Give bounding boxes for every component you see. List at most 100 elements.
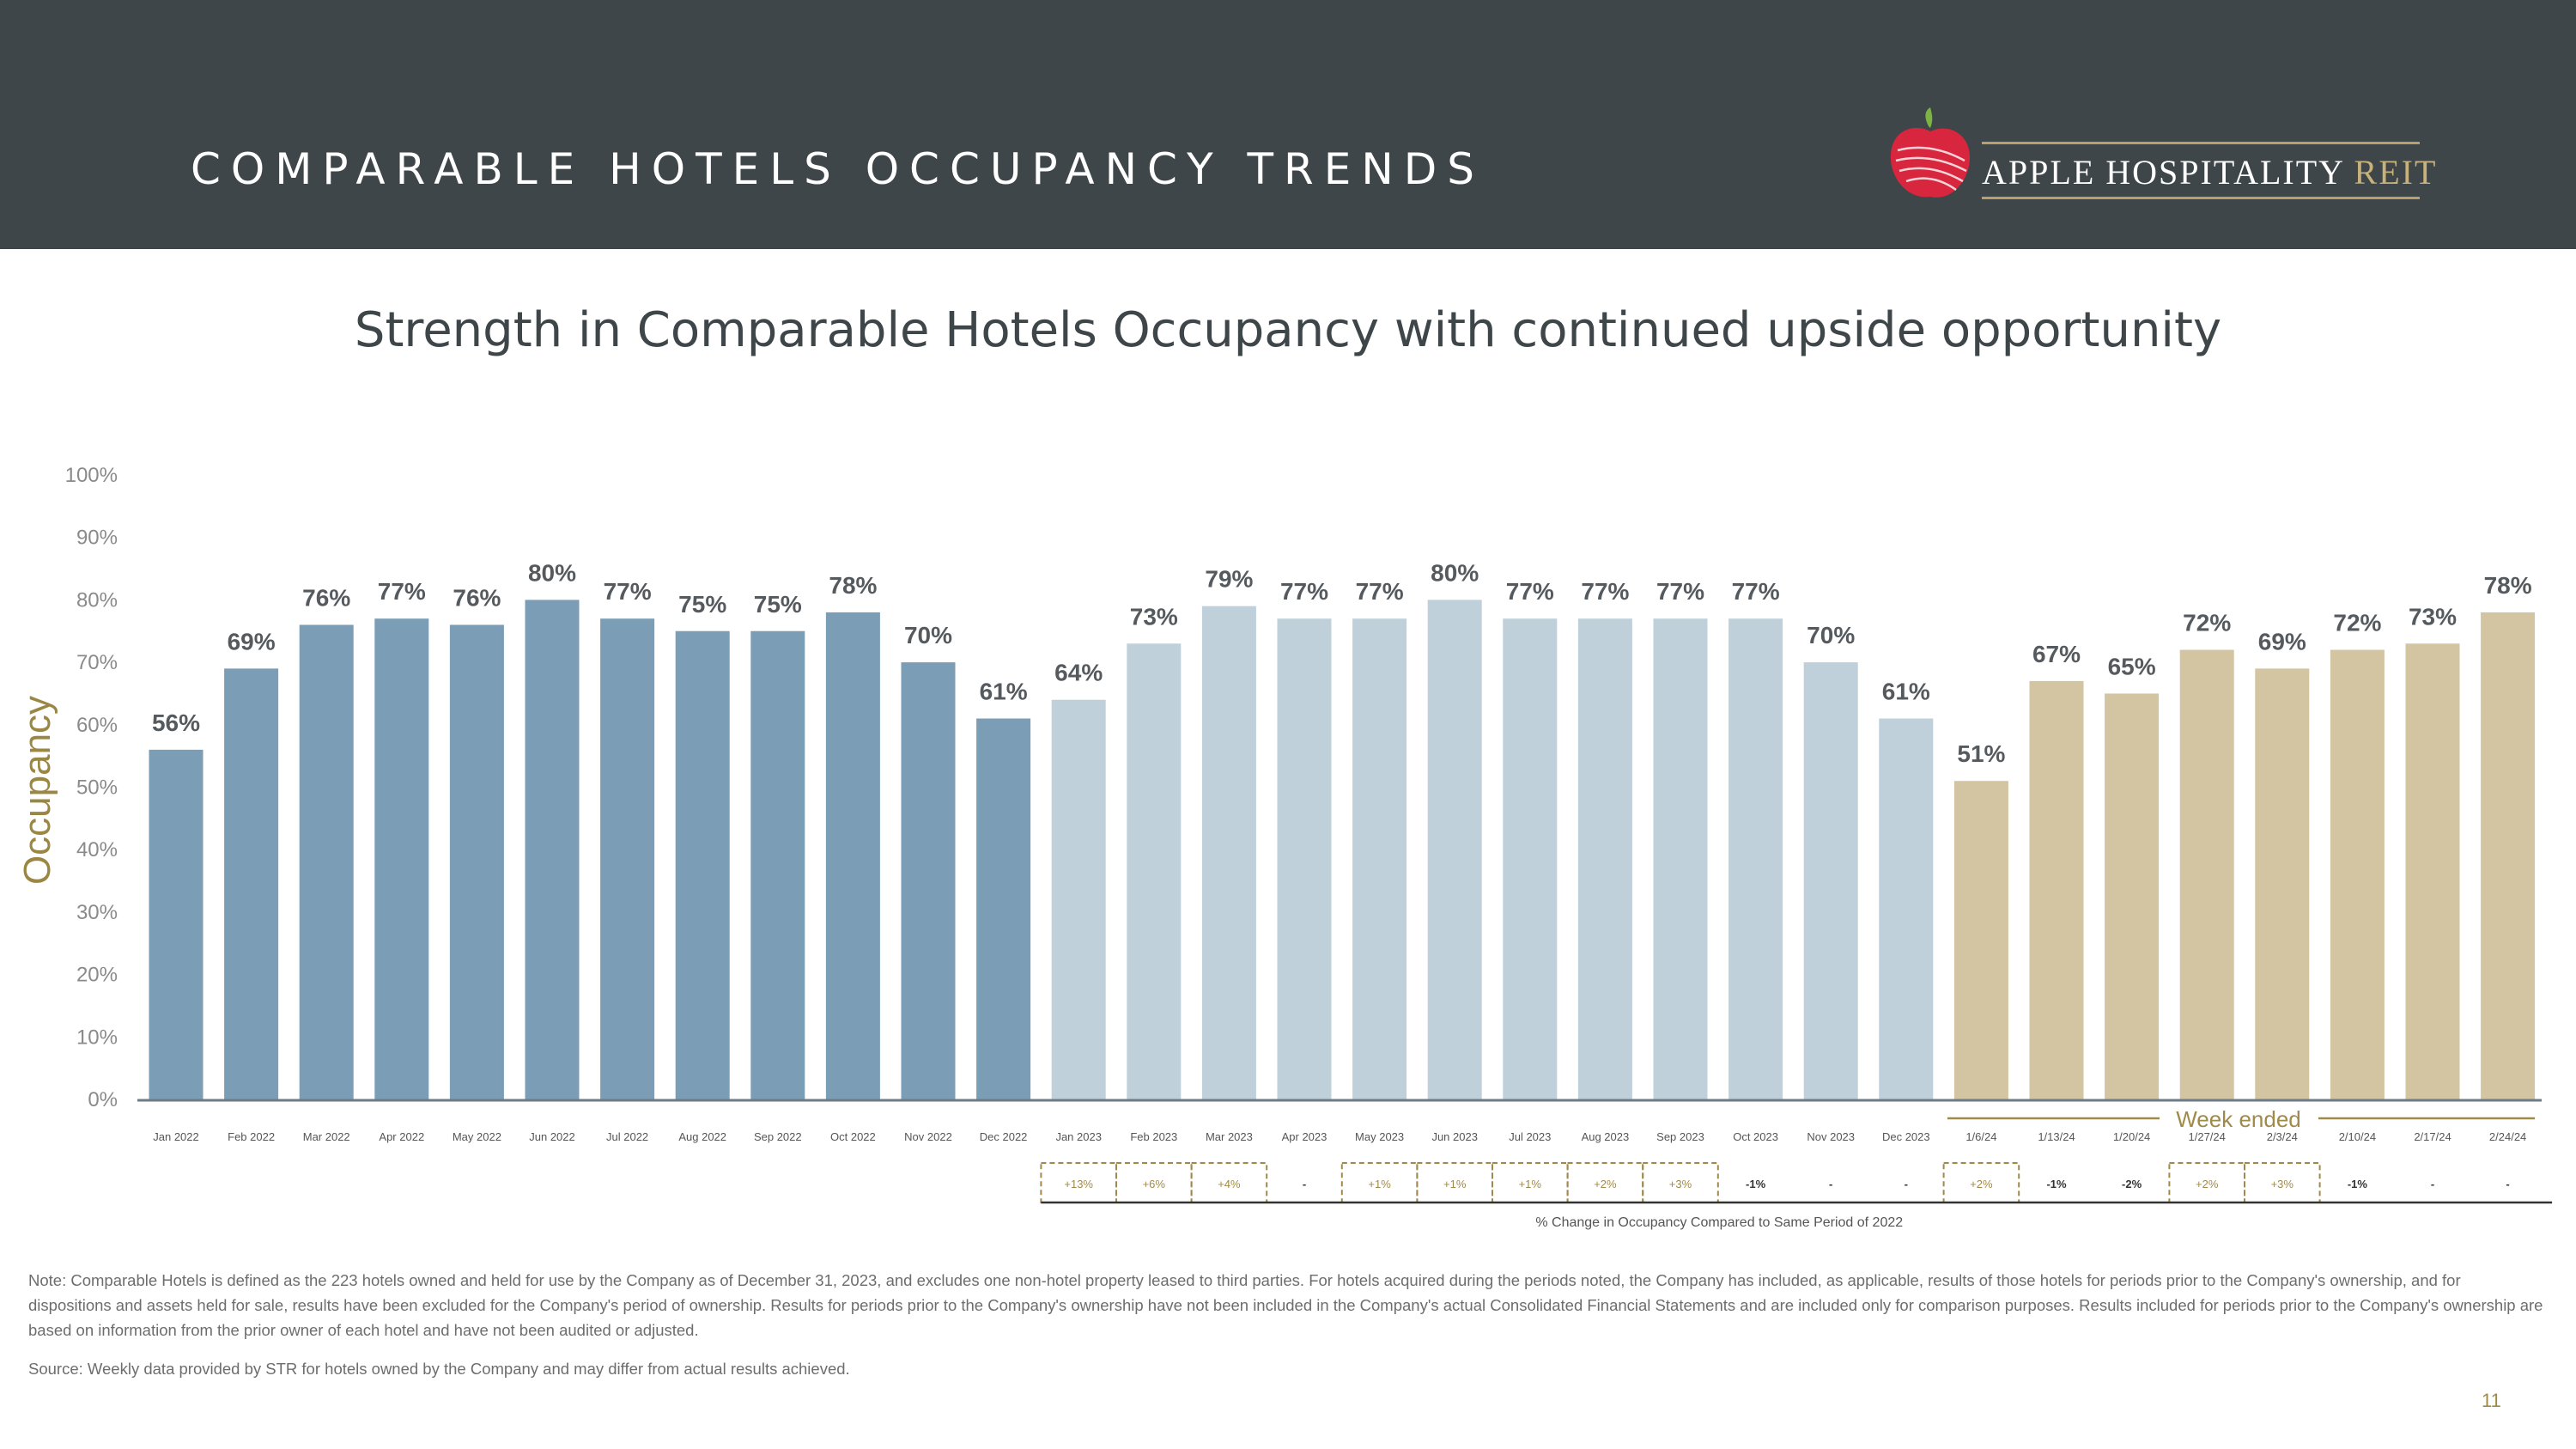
- x-tick-label: Nov 2023: [1807, 1130, 1855, 1143]
- bar: [2405, 643, 2460, 1099]
- bar: [1051, 699, 1106, 1099]
- y-tick-label: 0%: [88, 1088, 118, 1111]
- bar-value-label: 76%: [302, 584, 350, 611]
- y-tick-label: 20%: [76, 964, 118, 987]
- page-title: COMPARABLE HOTELS OCCUPANCY TRENDS: [191, 144, 1485, 194]
- change-value: -2%: [2122, 1178, 2142, 1190]
- x-tick-label: Aug 2023: [1582, 1130, 1630, 1143]
- bar: [901, 662, 956, 1099]
- change-value: +3%: [2271, 1178, 2294, 1190]
- x-tick-label: 1/20/24: [2113, 1130, 2150, 1143]
- x-tick-label: May 2022: [453, 1130, 501, 1143]
- change-value: +1%: [1368, 1178, 1391, 1190]
- bar: [449, 624, 504, 1099]
- x-tick-label: 2/10/24: [2339, 1130, 2376, 1143]
- bar-value-label: 61%: [980, 679, 1028, 705]
- change-value: +4%: [1218, 1178, 1241, 1190]
- x-tick-label: Jan 2022: [153, 1130, 199, 1143]
- bar-value-label: 73%: [1130, 603, 1178, 630]
- change-value: -: [2506, 1178, 2509, 1190]
- chart-title: Strength in Comparable Hotels Occupancy …: [354, 302, 2222, 358]
- y-axis-label: Occupancy: [16, 696, 58, 885]
- x-tick-label: Mar 2023: [1206, 1130, 1253, 1143]
- change-value: +3%: [1669, 1178, 1692, 1190]
- bar-value-label: 75%: [754, 591, 802, 618]
- change-value: +2%: [1970, 1178, 1993, 1190]
- x-tick-label: Sep 2023: [1656, 1130, 1704, 1143]
- change-box: [1190, 1162, 1268, 1203]
- bar: [525, 600, 580, 1099]
- bar: [374, 618, 429, 1099]
- bar-value-label: 77%: [1581, 578, 1629, 605]
- x-tick-label: Feb 2022: [228, 1130, 275, 1143]
- bar: [1503, 618, 1558, 1099]
- bar-value-label: 56%: [152, 709, 200, 736]
- change-value: -1%: [2046, 1178, 2067, 1190]
- x-tick-label: 1/13/24: [2038, 1130, 2075, 1143]
- bar-value-label: 72%: [2183, 610, 2231, 636]
- header-bar: COMPARABLE HOTELS OCCUPANCY TRENDS APPLE…: [0, 0, 2576, 249]
- x-tick-label: Sep 2022: [754, 1130, 802, 1143]
- bar: [2330, 649, 2385, 1099]
- bar: [2481, 612, 2536, 1099]
- week-ended-label: Week ended: [2176, 1106, 2301, 1132]
- x-tick-label: 2/3/24: [2267, 1130, 2298, 1143]
- bar-value-label: 77%: [604, 578, 652, 605]
- change-box: [1642, 1162, 1719, 1203]
- bar: [1127, 643, 1182, 1099]
- bar: [1427, 600, 1482, 1099]
- y-tick-label: 80%: [76, 588, 118, 612]
- bar-value-label: 77%: [1506, 578, 1554, 605]
- y-tick-label: 40%: [76, 838, 118, 861]
- bar-value-label: 77%: [378, 578, 426, 605]
- x-tick-label: Oct 2022: [830, 1130, 876, 1143]
- bar-value-label: 80%: [528, 559, 576, 586]
- bar-value-label: 75%: [678, 591, 726, 618]
- bar: [2179, 649, 2234, 1099]
- bar: [1803, 662, 1858, 1099]
- x-tick-label: Dec 2022: [980, 1130, 1028, 1143]
- x-tick-label: Jan 2023: [1055, 1130, 1102, 1143]
- change-box: [2244, 1162, 2321, 1203]
- bar-value-label: 80%: [1431, 559, 1479, 586]
- bar: [1879, 718, 1934, 1099]
- page-number: 11: [2482, 1390, 2501, 1411]
- logo-text: APPLE HOSPITALITY REIT: [1982, 153, 2438, 192]
- x-tick-label: Jun 2023: [1431, 1130, 1478, 1143]
- bar: [149, 749, 204, 1099]
- bar-value-label: 61%: [1882, 679, 1930, 705]
- bar: [2029, 680, 2084, 1099]
- bar: [1653, 618, 1708, 1099]
- bar-value-label: 76%: [453, 584, 501, 611]
- bar-value-label: 77%: [1356, 578, 1404, 605]
- change-value: +1%: [1519, 1178, 1542, 1190]
- x-tick-label: Feb 2023: [1130, 1130, 1177, 1143]
- bar-value-label: 69%: [2258, 628, 2306, 654]
- change-value: +2%: [1594, 1178, 1617, 1190]
- y-tick-label: 50%: [76, 776, 118, 800]
- bar: [1201, 606, 1256, 1099]
- logo-rule-top: [1982, 142, 2420, 144]
- y-tick-label: 30%: [76, 901, 118, 924]
- bar-value-label: 51%: [1957, 740, 2005, 767]
- change-caption: % Change in Occupancy Compared to Same P…: [1535, 1215, 1903, 1230]
- company-logo: APPLE HOSPITALITY REIT: [1880, 107, 2435, 210]
- y-tick-label: 60%: [76, 714, 118, 737]
- bar-value-label: 67%: [2032, 641, 2081, 667]
- y-tick-label: 90%: [76, 527, 118, 550]
- bar-value-label: 79%: [1205, 566, 1253, 593]
- change-value: +6%: [1143, 1178, 1166, 1190]
- bar-value-label: 77%: [1732, 578, 1780, 605]
- x-tick-label: 1/27/24: [2189, 1130, 2226, 1143]
- bar-value-label: 73%: [2409, 603, 2457, 630]
- bar: [2255, 668, 2310, 1099]
- apple-logo-icon: [1890, 107, 1970, 198]
- x-tick-label: Nov 2022: [904, 1130, 952, 1143]
- x-tick-label: 1/6/24: [1965, 1130, 1996, 1143]
- y-tick-label: 100%: [65, 464, 118, 487]
- x-tick-label: Mar 2022: [303, 1130, 350, 1143]
- x-tick-label: May 2023: [1355, 1130, 1404, 1143]
- bar-value-label: 72%: [2333, 610, 2381, 636]
- bar-value-label: 64%: [1054, 660, 1103, 686]
- bar: [675, 630, 730, 1099]
